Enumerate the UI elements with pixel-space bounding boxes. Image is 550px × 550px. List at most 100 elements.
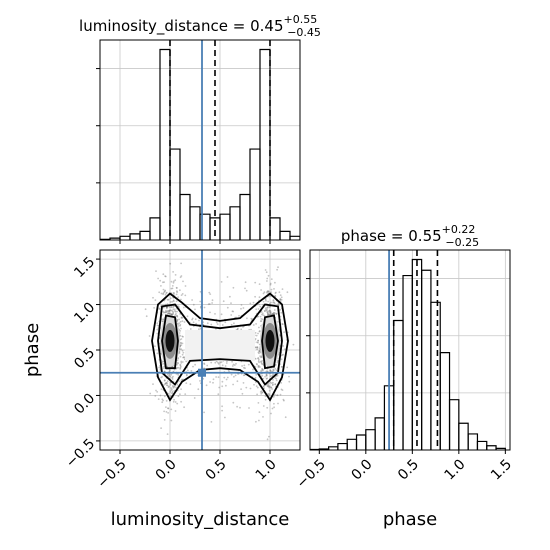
joint-point [179, 289, 181, 292]
joint-point [181, 361, 184, 363]
phase-y-tick-label-1: 0.0 [71, 390, 98, 417]
joint-point [267, 300, 269, 303]
joint-point [280, 358, 283, 361]
joint-point [177, 362, 180, 365]
joint-point [171, 313, 174, 315]
joint-point [162, 292, 165, 294]
joint-point [284, 416, 287, 419]
ph-bar-9 [393, 319, 404, 450]
joint-point [171, 390, 174, 393]
ld-bar-15 [249, 148, 261, 240]
joint-point [272, 383, 274, 386]
joint-point [240, 307, 242, 310]
joint-point [170, 306, 173, 309]
joint-point [255, 381, 257, 384]
joint-point [220, 281, 223, 283]
joint-point [275, 291, 277, 294]
joint-point [254, 281, 257, 284]
joint-point [246, 317, 248, 320]
joint-point [271, 407, 274, 410]
joint-point [170, 287, 173, 290]
joint-point [275, 379, 278, 382]
phase-histogram-frame [309, 249, 511, 451]
joint-point [261, 312, 264, 315]
joint-point [181, 378, 184, 381]
joint-point [191, 299, 194, 301]
ph-bar-16 [458, 422, 469, 450]
joint-point [272, 395, 275, 398]
joint-point [221, 364, 224, 367]
joint-point [262, 385, 265, 388]
joint-point [163, 384, 165, 386]
joint-point [223, 376, 226, 379]
joint-point [160, 376, 163, 379]
joint-point [178, 322, 181, 324]
joint-point [262, 314, 264, 316]
joint-point [163, 379, 166, 382]
joint-point [198, 319, 200, 322]
joint-point [269, 381, 272, 384]
joint-point [176, 287, 178, 289]
joint-point [180, 262, 183, 265]
joint-point [187, 369, 189, 372]
joint-point [168, 309, 171, 312]
joint-point [269, 375, 272, 378]
joint-point [179, 341, 182, 344]
joint-point [271, 388, 273, 390]
joint-point [172, 271, 175, 273]
joint-point [176, 319, 179, 322]
joint-point [255, 420, 257, 423]
joint-point [267, 290, 270, 293]
joint-point [176, 310, 178, 313]
joint-point [232, 401, 235, 404]
phase-x-tick-label-4: 1.5 [488, 456, 515, 483]
joint-point [274, 377, 276, 379]
joint-point [274, 312, 276, 315]
joint-point [288, 380, 291, 383]
joint-point [217, 393, 220, 396]
joint-point [274, 294, 277, 297]
joint-point [259, 305, 262, 308]
phase-y-tick-label-2: 0.5 [71, 345, 98, 372]
joint-point [270, 301, 272, 304]
joint-point [244, 281, 247, 284]
joint-point [169, 369, 171, 372]
joint-point [203, 411, 206, 414]
joint-point [189, 328, 192, 330]
joint-point [220, 361, 223, 364]
phase-histogram-ticks: −0.5 0.0 0.5 1.0 1.5 [294, 278, 515, 492]
joint-point [170, 313, 173, 316]
joint-point [247, 363, 250, 366]
joint-point [255, 323, 257, 325]
joint-point [211, 299, 214, 302]
joint-point [264, 398, 267, 401]
joint-point [170, 419, 173, 422]
joint-point [152, 296, 154, 299]
joint-point [152, 383, 154, 385]
joint-point [270, 412, 272, 415]
ld-bar-17 [269, 217, 281, 240]
joint-point [217, 363, 220, 365]
joint-point [212, 378, 215, 381]
joint-point [165, 384, 168, 386]
joint-point [159, 394, 162, 397]
joint-point [261, 367, 263, 370]
joint-point [190, 370, 193, 372]
joint-point [269, 369, 272, 372]
joint-point [199, 380, 201, 382]
phase-y-tick-label-4: 1.5 [71, 254, 98, 281]
ld-bar-12 [219, 213, 231, 240]
joint-point [257, 357, 260, 359]
joint-point [269, 369, 272, 372]
joint-point [267, 385, 270, 387]
joint-point [268, 393, 271, 396]
joint-point [257, 357, 259, 360]
joint-point [232, 363, 235, 366]
joint-point [181, 353, 184, 356]
joint-point [168, 312, 171, 315]
joint-point [156, 328, 159, 331]
joint-point [193, 397, 196, 399]
joint-point [162, 288, 165, 291]
joint-point [205, 384, 208, 387]
